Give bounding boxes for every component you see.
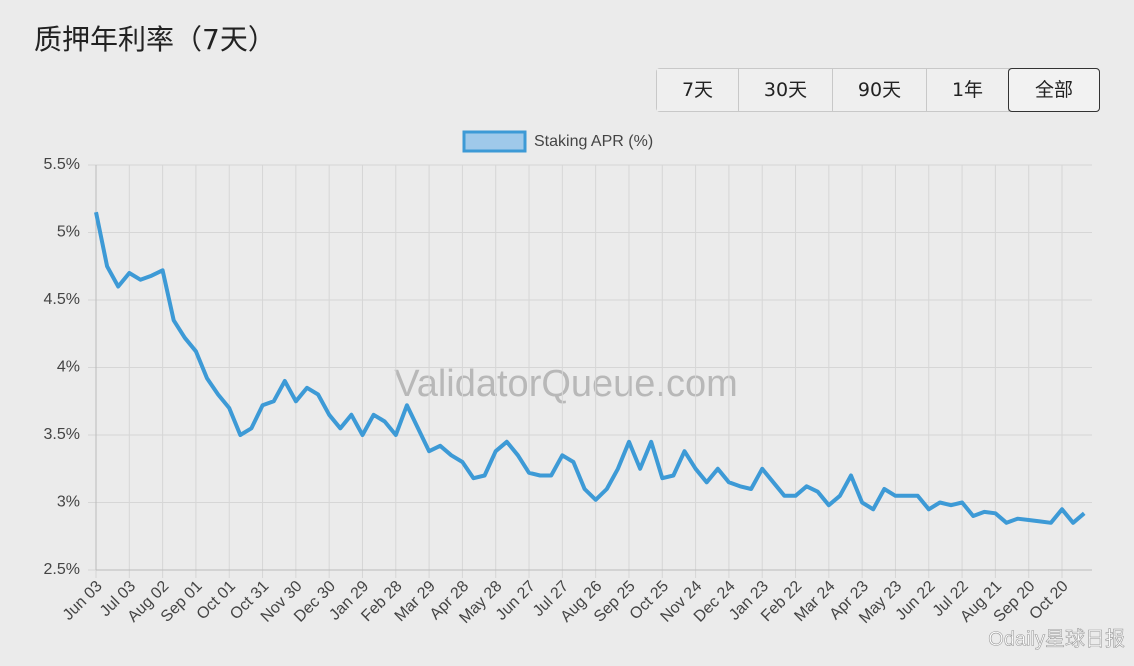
- data-line: [94, 211, 1086, 525]
- y-tick-label: 2.5%: [44, 561, 80, 578]
- y-tick-label: 5.5%: [44, 156, 80, 173]
- range-button[interactable]: 全部: [1008, 68, 1100, 112]
- range-button[interactable]: 7天: [657, 69, 739, 111]
- y-tick-label: 3%: [57, 494, 80, 511]
- x-tick-label: Oct 20: [1026, 578, 1071, 623]
- legend-swatch: [462, 130, 527, 153]
- page-title: 质押年利率（7天）: [34, 23, 276, 56]
- y-tick-label: 3.5%: [44, 426, 80, 443]
- y-tick-label: 5%: [57, 224, 80, 241]
- range-button[interactable]: 1年: [927, 69, 1009, 111]
- range-selector: 7天 30天 90天 1年 全部: [656, 68, 1100, 112]
- x-tick-label: Jun 03: [60, 578, 106, 624]
- range-button[interactable]: 90天: [833, 69, 927, 111]
- range-button[interactable]: 30天: [739, 69, 833, 111]
- legend-label: Staking APR (%): [534, 133, 653, 150]
- y-tick-label: 4%: [57, 359, 80, 376]
- source-badge: Odaily星球日报: [988, 627, 1125, 650]
- watermark: ValidatorQueue.com: [394, 363, 738, 405]
- y-tick-label: 4.5%: [44, 291, 80, 308]
